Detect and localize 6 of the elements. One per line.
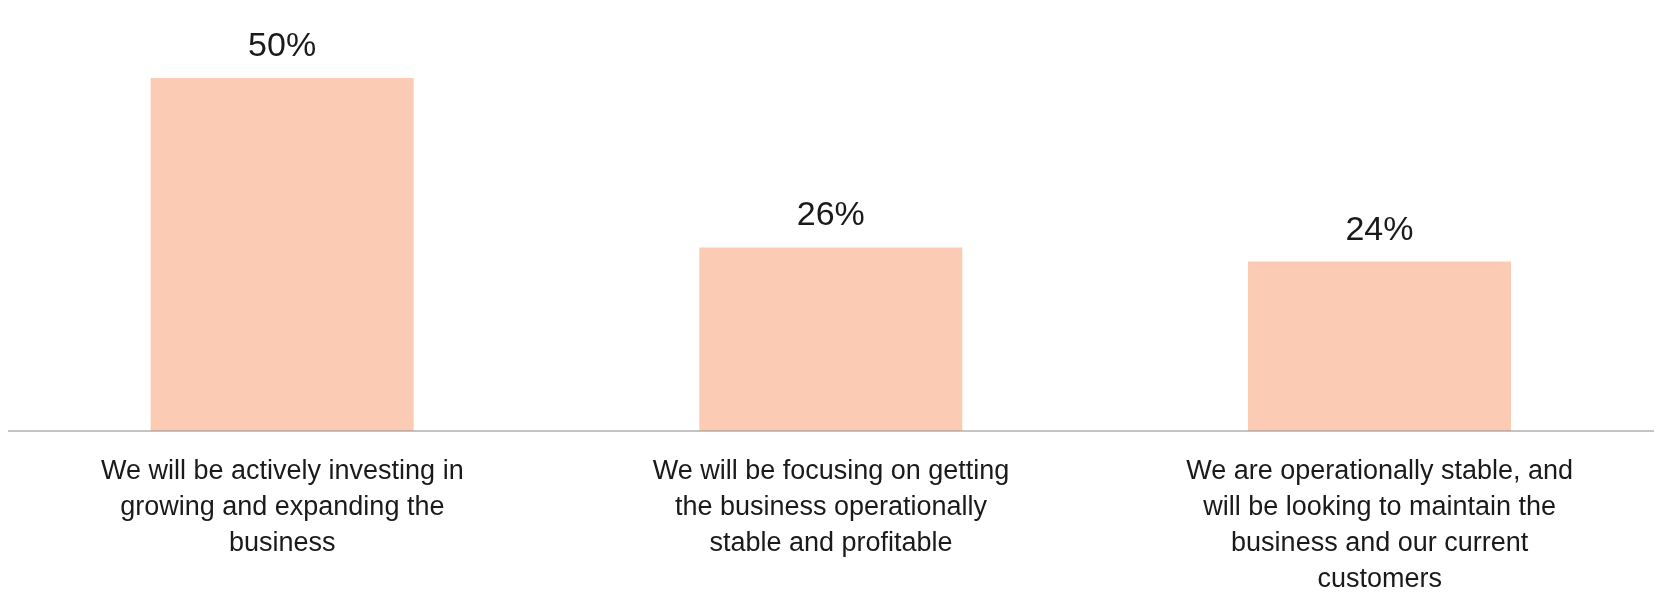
- x-tick-label: We are operationally stable, and will be looking to maintain the business and our current customers: [1186, 455, 1574, 593]
- data-label: 24%: [1345, 208, 1414, 247]
- data-label: 26%: [796, 194, 865, 233]
- data-label: 50%: [248, 25, 317, 63]
- x-tick-label: We will be focusing on getting the business operationally stable and profitable: [652, 455, 1010, 557]
- x-tick-label: We will be actively investing in growing and expanding the business: [101, 455, 464, 557]
